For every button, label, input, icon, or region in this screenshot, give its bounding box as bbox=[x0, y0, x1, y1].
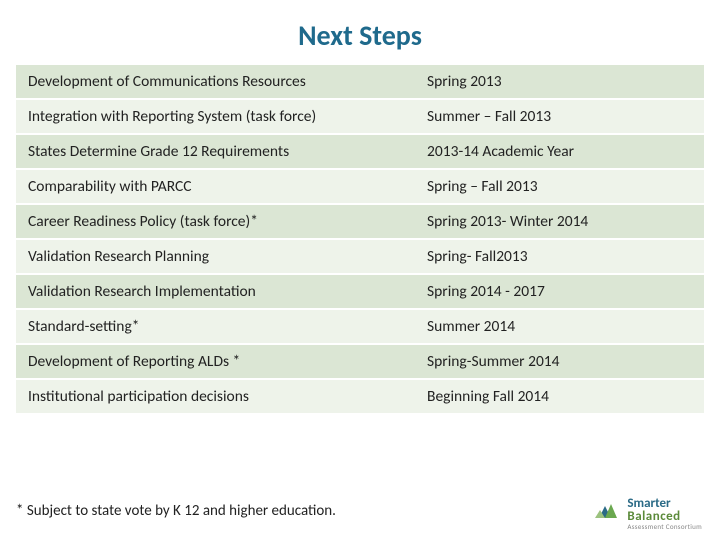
logo-line3: Assessment Consortium bbox=[627, 523, 702, 530]
table-row: States Determine Grade 12 Requirements 2… bbox=[16, 134, 704, 169]
activity-cell: Development of Communications Resources bbox=[16, 65, 415, 99]
activity-cell: Standard-setting* bbox=[16, 309, 415, 344]
timeline-cell: Spring 2013- Winter 2014 bbox=[415, 204, 704, 239]
next-steps-table: Development of Communications Resources … bbox=[16, 65, 704, 415]
activity-cell: Institutional participation decisions bbox=[16, 379, 415, 414]
footnote: * Subject to state vote by K 12 and high… bbox=[16, 502, 336, 520]
activity-cell: Validation Research Planning bbox=[16, 239, 415, 274]
timeline-cell: 2013-14 Academic Year bbox=[415, 134, 704, 169]
timeline-cell: Beginning Fall 2014 bbox=[415, 379, 704, 414]
timeline-cell: Spring – Fall 2013 bbox=[415, 169, 704, 204]
timeline-cell: Spring- Fall2013 bbox=[415, 239, 704, 274]
table-row: Validation Research Planning Spring- Fal… bbox=[16, 239, 704, 274]
table-row: Standard-setting* Summer 2014 bbox=[16, 309, 704, 344]
activity-cell: Development of Reporting ALDs * bbox=[16, 344, 415, 379]
timeline-cell: Spring 2014 - 2017 bbox=[415, 274, 704, 309]
smarter-balanced-logo: Smarter Balanced Assessment Consortium bbox=[593, 497, 702, 530]
timeline-cell: Spring-Summer 2014 bbox=[415, 344, 704, 379]
table-row: Career Readiness Policy (task force)* Sp… bbox=[16, 204, 704, 239]
activity-cell: Validation Research Implementation bbox=[16, 274, 415, 309]
table-row: Development of Reporting ALDs * Spring-S… bbox=[16, 344, 704, 379]
timeline-cell: Summer 2014 bbox=[415, 309, 704, 344]
table-row: Integration with Reporting System (task … bbox=[16, 99, 704, 134]
activity-cell: States Determine Grade 12 Requirements bbox=[16, 134, 415, 169]
page-title: Next Steps bbox=[0, 0, 720, 65]
activity-cell: Comparability with PARCC bbox=[16, 169, 415, 204]
table-row: Comparability with PARCC Spring – Fall 2… bbox=[16, 169, 704, 204]
activity-cell: Career Readiness Policy (task force)* bbox=[16, 204, 415, 239]
timeline-cell: Spring 2013 bbox=[415, 65, 704, 99]
activity-cell: Integration with Reporting System (task … bbox=[16, 99, 415, 134]
logo-mark-icon bbox=[593, 498, 621, 529]
logo-text: Smarter Balanced Assessment Consortium bbox=[627, 497, 702, 530]
table-row: Institutional participation decisions Be… bbox=[16, 379, 704, 414]
timeline-cell: Summer – Fall 2013 bbox=[415, 99, 704, 134]
table-row: Development of Communications Resources … bbox=[16, 65, 704, 99]
table-row: Validation Research Implementation Sprin… bbox=[16, 274, 704, 309]
